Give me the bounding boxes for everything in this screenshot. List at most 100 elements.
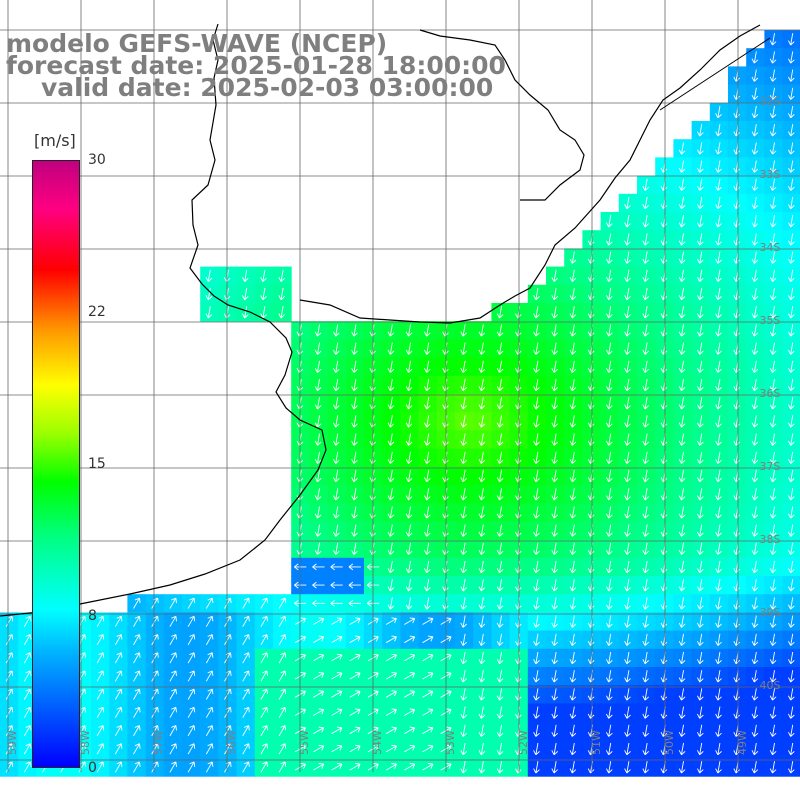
wind-arrow	[678, 469, 686, 483]
wind-arrow	[260, 688, 268, 700]
wind-arrow	[787, 251, 795, 264]
wind-arrow	[387, 597, 395, 610]
wind-arrow	[605, 670, 613, 683]
wind-arrow	[787, 579, 795, 592]
wind-arrow	[242, 670, 250, 682]
wind-arrow	[624, 397, 631, 410]
wind-arrow	[696, 324, 704, 337]
wind-arrow	[642, 524, 650, 537]
wind-arrow	[787, 415, 795, 428]
wind-arrow	[332, 433, 340, 446]
wind-arrow	[551, 488, 559, 501]
wind-arrow	[605, 724, 613, 737]
wind-arrow	[133, 725, 141, 737]
wind-arrow	[769, 215, 777, 228]
wind-arrow	[605, 306, 613, 319]
wind-arrow	[787, 196, 795, 210]
wind-arrow	[313, 653, 325, 662]
wind-arrow	[696, 742, 704, 756]
wind-arrow	[187, 615, 196, 627]
wind-arrow	[751, 706, 759, 719]
wind-arrow	[751, 251, 759, 264]
wind-arrow	[715, 670, 722, 683]
wind-arrow	[624, 451, 631, 464]
wind-arrow	[769, 269, 777, 282]
wind-arrow	[751, 524, 759, 537]
wind-arrow	[551, 724, 559, 737]
wind-arrow	[715, 506, 722, 519]
wind-arrow	[351, 324, 358, 337]
wind-arrow	[133, 688, 141, 700]
wind-arrow	[642, 761, 650, 774]
wind-arrow	[313, 708, 325, 716]
wind-arrow	[242, 634, 250, 646]
wind-arrow	[569, 306, 577, 319]
wind-arrow	[678, 597, 686, 610]
wind-arrow	[460, 742, 468, 756]
wind-arrow	[624, 633, 631, 646]
wind-arrow	[313, 690, 325, 698]
wind-arrow	[751, 160, 759, 173]
wind-arrow	[551, 378, 559, 392]
wind-arrow	[187, 597, 196, 609]
wind-arrow	[205, 652, 214, 664]
wind-arrow	[678, 342, 686, 355]
wind-arrow	[169, 652, 177, 664]
wind-arrow	[787, 706, 795, 719]
wind-arrow	[751, 233, 759, 246]
wind-arrow	[715, 233, 722, 246]
wind-arrow	[715, 542, 722, 555]
wind-arrow	[715, 451, 722, 464]
wind-arrow	[114, 615, 123, 627]
wind-arrow	[278, 287, 286, 301]
coastline	[0, 23, 761, 617]
wind-arrow	[769, 142, 777, 155]
wind-arrow	[385, 726, 397, 735]
wind-arrow	[787, 51, 795, 64]
wind-arrow	[787, 670, 795, 683]
latitude-label: 37S	[760, 460, 781, 473]
wind-arrow	[715, 215, 722, 228]
wind-arrow	[569, 742, 577, 756]
wind-arrow	[423, 415, 431, 428]
graticule	[0, 0, 800, 772]
wind-arrow	[715, 579, 722, 592]
wind-arrow	[478, 451, 486, 464]
wind-arrow	[715, 742, 722, 756]
wind-arrow	[751, 51, 759, 64]
wind-arrow	[404, 726, 416, 735]
wind-arrow	[605, 615, 613, 628]
wind-arrow	[605, 560, 613, 574]
wind-arrow	[787, 469, 795, 483]
wind-arrow	[751, 688, 759, 701]
wind-arrow	[314, 378, 322, 392]
wind-arrow	[312, 599, 325, 607]
wind-arrow	[242, 597, 250, 609]
wind-arrow	[533, 724, 540, 737]
wind-arrow	[678, 215, 686, 228]
wind-arrow	[551, 633, 559, 646]
wind-arrow	[787, 615, 795, 628]
wind-arrow	[387, 506, 395, 519]
longitude-label: 49W	[736, 730, 749, 755]
wind-arrow	[715, 342, 722, 355]
wind-arrow	[496, 761, 504, 774]
wind-arrow	[769, 196, 777, 210]
wind-arrow	[642, 342, 650, 355]
wind-arrow	[624, 506, 631, 519]
wind-arrow	[751, 742, 759, 756]
wind-arrow	[496, 324, 504, 337]
wind-arrow	[605, 451, 613, 464]
wind-arrow	[769, 524, 777, 537]
wind-arrow	[696, 506, 704, 519]
wind-arrow	[751, 196, 759, 210]
wind-arrow	[696, 215, 704, 228]
wind-arrow	[751, 560, 759, 574]
wind-arrow	[551, 761, 559, 774]
wind-arrow	[331, 617, 343, 625]
wind-arrow	[312, 581, 325, 589]
wind-arrow	[769, 105, 777, 119]
wind-arrow	[678, 524, 686, 537]
wind-arrow	[351, 397, 358, 410]
wind-arrow	[569, 488, 577, 501]
